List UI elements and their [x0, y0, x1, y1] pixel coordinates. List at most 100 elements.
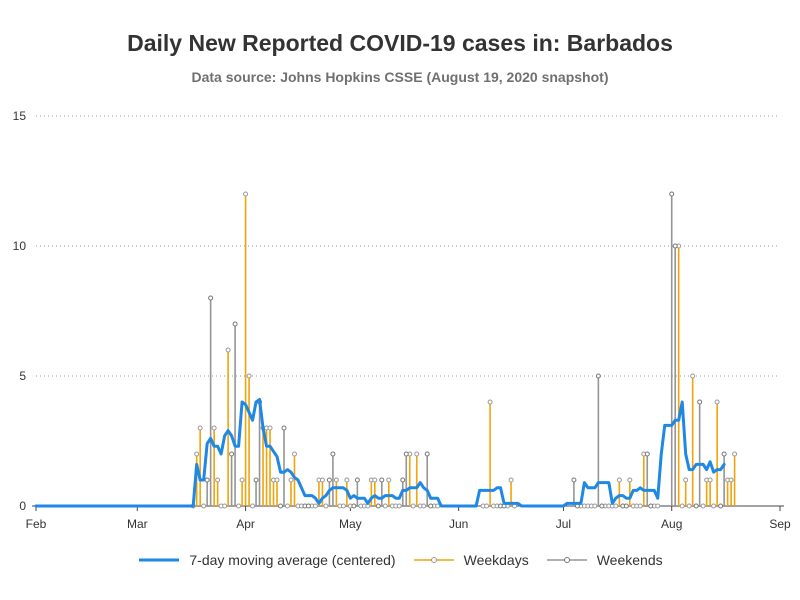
weekday-point — [211, 425, 217, 431]
x-tick-label: Feb — [26, 517, 47, 531]
weekday-point — [484, 503, 490, 509]
weekday-point — [344, 477, 350, 483]
x-tick-label: Apr — [236, 517, 255, 531]
weekday-point — [222, 503, 228, 509]
weekend-point — [326, 477, 332, 483]
weekday-point — [711, 503, 717, 509]
weekend-point — [208, 295, 214, 301]
weekend-point — [428, 503, 434, 509]
y-tick-label: 15 — [13, 109, 27, 123]
weekday-point — [592, 503, 598, 509]
weekday-point — [414, 451, 420, 457]
weekend-point — [424, 451, 430, 457]
weekday-point — [215, 477, 221, 483]
weekday-point — [421, 503, 427, 509]
weekend-point — [351, 503, 357, 509]
weekend-point — [379, 477, 385, 483]
legend-item-weekdays[interactable]: Weekdays — [412, 552, 529, 568]
weekday-point — [396, 503, 402, 509]
weekend-point — [400, 477, 406, 483]
chart-legend: 7-day moving average (centered) Weekdays… — [0, 549, 800, 571]
weekend-point — [571, 477, 577, 483]
weekday-point — [312, 503, 318, 509]
weekday-point — [340, 503, 346, 509]
weekday-point — [627, 477, 633, 483]
x-tick-label: Mar — [127, 517, 148, 531]
x-tick-label: Aug — [661, 517, 682, 531]
weekday-point — [284, 503, 290, 509]
weekday-point — [616, 477, 622, 483]
weekday-point — [323, 503, 329, 509]
weekday-point — [225, 347, 231, 353]
x-tick-label: Jun — [449, 517, 468, 531]
legend-weekend-swatch-icon — [546, 557, 587, 563]
weekday-point — [239, 477, 245, 483]
weekday-point — [288, 477, 294, 483]
weekend-point — [305, 503, 311, 509]
moving-average-line — [34, 397, 726, 508]
legend-label-weekends: Weekends — [596, 552, 663, 568]
weekend-point — [644, 451, 650, 457]
weekday-point — [267, 425, 273, 431]
weekend-point — [204, 477, 210, 483]
weekday-point — [201, 503, 207, 509]
weekday-point — [690, 373, 696, 379]
weekday-point — [250, 503, 256, 509]
legend-line-swatch-icon — [139, 558, 180, 562]
weekend-point — [648, 503, 654, 509]
chart-title: Daily New Reported COVID-19 cases in: Ba… — [127, 30, 673, 56]
weekday-point — [382, 503, 388, 509]
weekend-point — [232, 321, 238, 327]
weekday-point — [291, 451, 297, 457]
weekend-point — [693, 503, 699, 509]
weekday-point — [246, 373, 252, 379]
weekday-point — [319, 477, 325, 483]
weekend-point — [375, 503, 381, 509]
legend-item-moving-average[interactable]: 7-day moving average (centered) — [137, 552, 396, 568]
weekday-point — [197, 425, 203, 431]
weekend-point — [623, 503, 629, 509]
weekend-point — [278, 503, 284, 509]
weekday-point — [508, 477, 514, 483]
weekday-point — [732, 451, 738, 457]
weekday-point — [683, 477, 689, 483]
legend-label-moving-average: 7-day moving average (centered) — [189, 552, 396, 568]
weekday-point — [243, 191, 249, 197]
legend-item-weekends[interactable]: Weekends — [545, 552, 663, 568]
y-tick-label: 5 — [19, 369, 26, 383]
weekday-point — [714, 399, 720, 405]
weekend-point — [595, 373, 601, 379]
weekday-point — [613, 503, 619, 509]
weekday-point — [679, 503, 685, 509]
weekend-point — [403, 451, 409, 457]
weekday-point — [410, 503, 416, 509]
weekend-point — [281, 425, 287, 431]
weekend-point — [354, 477, 360, 483]
weekday-point — [707, 477, 713, 483]
weekend-point — [599, 503, 605, 509]
weekend-point — [718, 503, 724, 509]
weekend-point — [330, 451, 336, 457]
weekday-point — [487, 399, 493, 405]
weekday-point — [637, 503, 643, 509]
weekend-point — [697, 399, 703, 405]
weekday-point — [372, 477, 378, 483]
weekend-point — [229, 451, 235, 457]
weekday-point — [686, 503, 692, 509]
weekend-point — [721, 451, 727, 457]
weekday-point — [236, 503, 242, 509]
y-tick-label: 10 — [13, 239, 27, 253]
weekday-point — [700, 503, 706, 509]
weekend-point — [669, 191, 675, 197]
weekday-point — [655, 503, 661, 509]
weekday-point — [333, 477, 339, 483]
weekday-point — [728, 477, 734, 483]
chart-subtitle: Data source: Johns Hopkins CSSE (August … — [191, 69, 609, 85]
weekday-point — [386, 477, 392, 483]
weekend-point — [672, 243, 678, 249]
legend-weekday-swatch-icon — [413, 557, 454, 563]
legend-label-weekdays: Weekdays — [463, 552, 529, 568]
x-tick-label: May — [339, 517, 362, 531]
weekday-point — [274, 477, 280, 483]
y-tick-label: 0 — [19, 499, 26, 513]
